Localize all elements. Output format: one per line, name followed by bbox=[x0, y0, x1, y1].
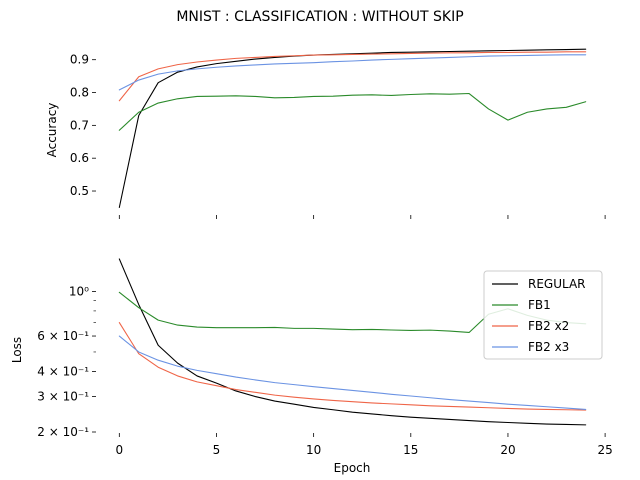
chart-title: MNIST : CLASSIFICATION : WITHOUT SKIP bbox=[176, 9, 463, 25]
series-line-fb2-x2 bbox=[118, 51, 587, 102]
y-tick-label: 0.8 bbox=[70, 86, 89, 100]
y-tick-label: 0.7 bbox=[70, 118, 89, 132]
y-tick-label: 2 × 10⁻¹ bbox=[37, 425, 89, 439]
y-tick-label: 0.9 bbox=[70, 53, 89, 67]
series-line-fb1 bbox=[118, 92, 587, 131]
y-tick-label: 4 × 10⁻¹ bbox=[37, 364, 89, 378]
x-tick-label: 25 bbox=[597, 443, 612, 457]
legend-entry: FB2 x2 bbox=[528, 319, 569, 333]
legend-entry: FB2 x3 bbox=[528, 340, 569, 354]
loss-panel: 2 × 10⁻¹ 3 × 10⁻¹ 4 × 10⁻¹ 6 × 10⁻¹ 10⁰ 0 5 10 1… bbox=[37, 258, 613, 457]
series-line-fb2-x2 bbox=[118, 322, 587, 411]
x-tick-label: 0 bbox=[115, 443, 123, 457]
loss-y-axis-label: Loss bbox=[10, 337, 24, 363]
x-tick-label: 10 bbox=[306, 443, 321, 457]
series-line-fb2-x3 bbox=[118, 335, 587, 410]
y-tick-label: 6 × 10⁻¹ bbox=[37, 329, 89, 343]
series-line-regular bbox=[118, 258, 587, 426]
y-tick-label: 0.6 bbox=[70, 151, 89, 165]
y-tick-label: 10⁰ bbox=[69, 284, 89, 298]
legend: REGULAR FB1 FB2 x2 FB2 x3 bbox=[483, 270, 603, 360]
legend-entry: FB1 bbox=[528, 298, 551, 312]
series-line-fb2-x3 bbox=[118, 54, 587, 91]
legend-entry: REGULAR bbox=[528, 277, 586, 291]
x-tick-label: 20 bbox=[500, 443, 515, 457]
y-tick-label: 0.5 bbox=[70, 184, 89, 198]
accuracy-panel: 0.5 0.6 0.7 0.8 0.9 bbox=[70, 48, 606, 219]
x-tick-label: 5 bbox=[213, 443, 221, 457]
x-axis-label: Epoch bbox=[334, 461, 371, 475]
series-line-regular bbox=[118, 48, 587, 208]
legend-frame bbox=[483, 270, 603, 360]
x-tick-label: 15 bbox=[403, 443, 418, 457]
accuracy-y-axis-label: Accuracy bbox=[45, 103, 59, 158]
y-tick-label: 3 × 10⁻¹ bbox=[37, 390, 89, 404]
